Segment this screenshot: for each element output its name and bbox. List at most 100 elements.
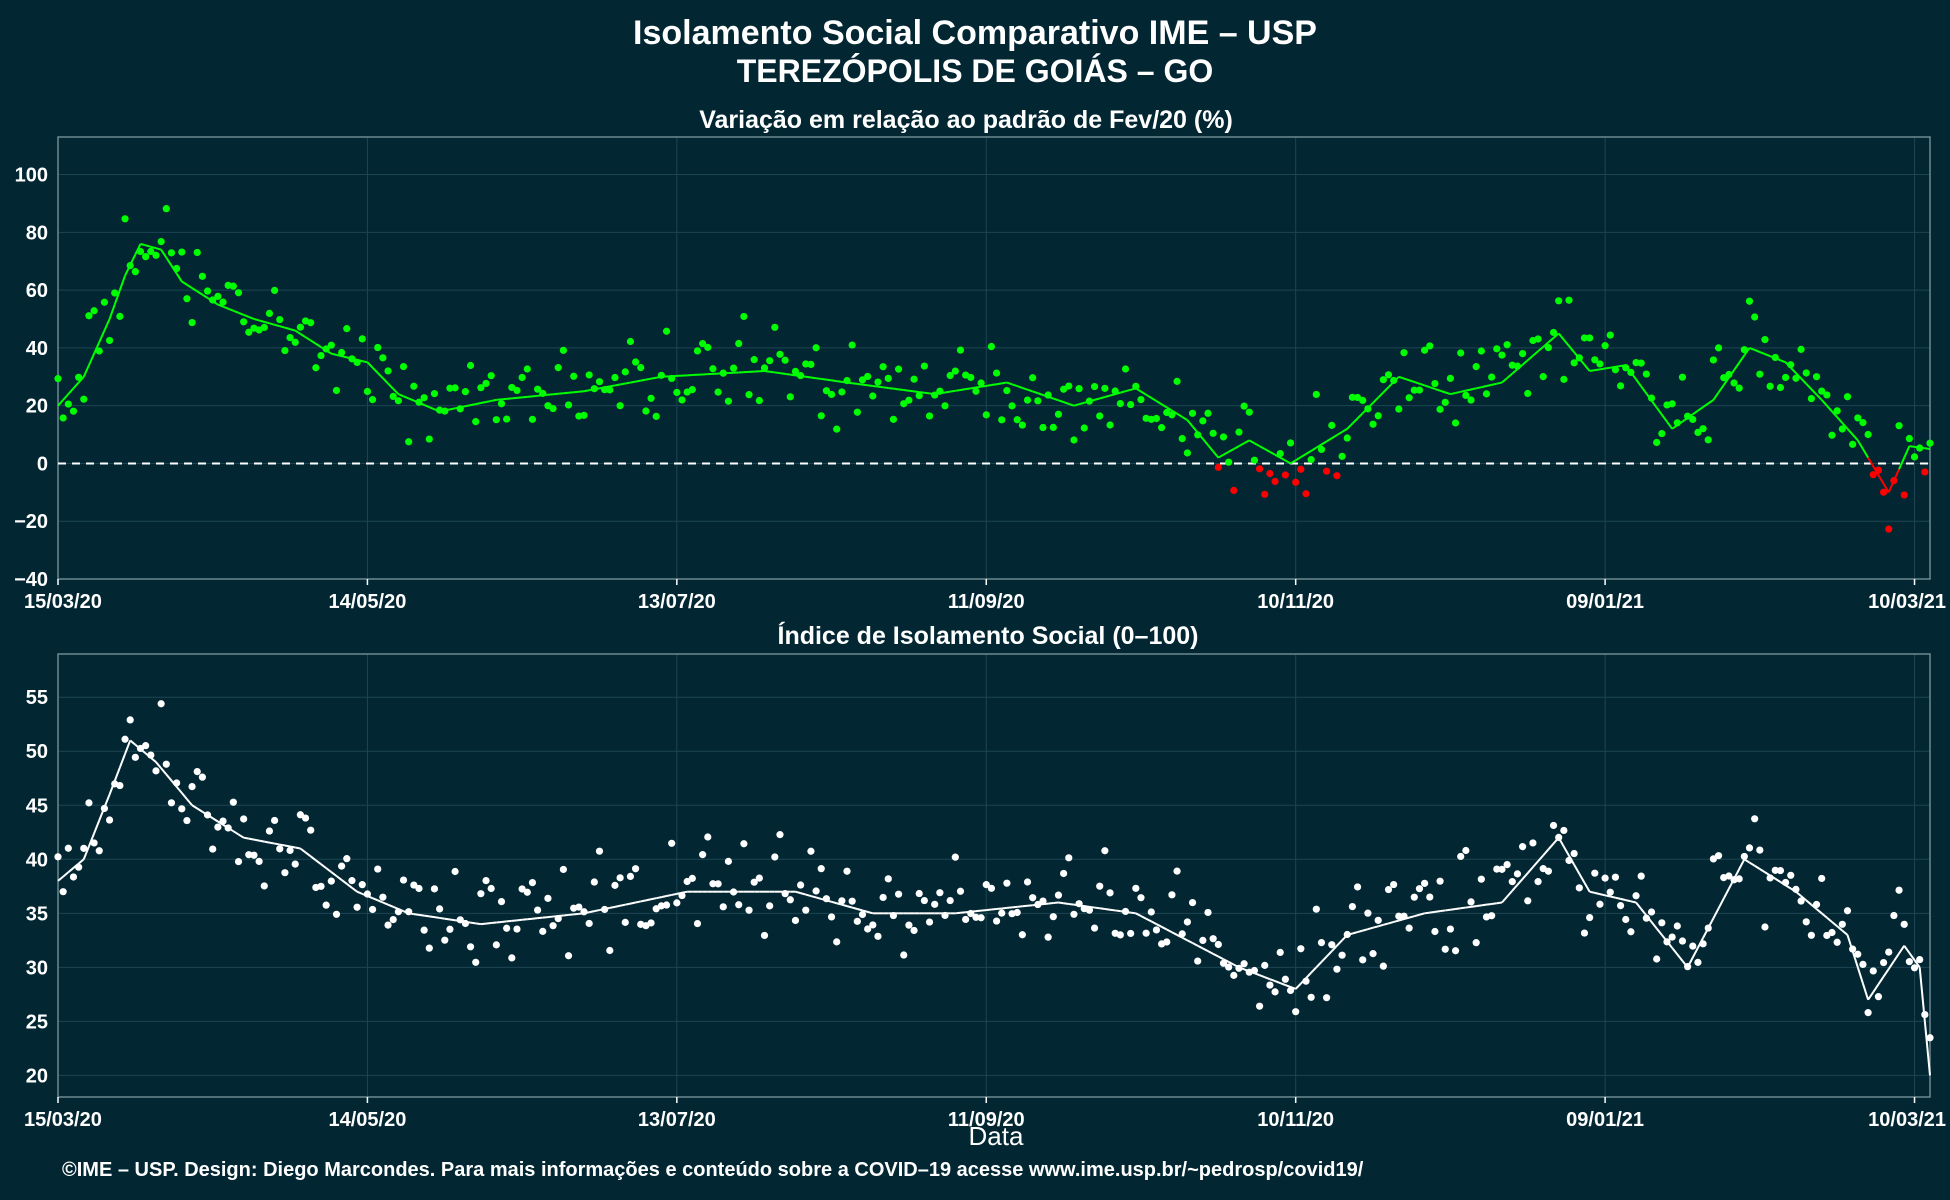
trend-segment [857,382,863,386]
trend-segment [310,339,317,345]
trend-segment [1120,390,1126,394]
trend-segment [1320,955,1328,963]
trend-segment [1058,901,1064,905]
trend-segment [1650,921,1658,930]
data-point [312,364,320,372]
trend-segment [155,761,162,769]
data-point [534,385,542,393]
trend-segment [423,404,430,409]
data-point [1745,844,1754,852]
trend-segment [279,325,286,329]
data-point [1271,477,1279,486]
data-point [621,368,629,376]
data-point [1106,421,1114,429]
trend-segment [944,390,951,394]
data-point [1797,897,1805,905]
trend-segment [1717,898,1725,909]
trend-segment [485,922,492,925]
trend-segment [1403,377,1410,382]
trend-segment [1903,445,1911,459]
trend-segment [996,907,1002,910]
data-point [1261,961,1269,969]
trend-segment [1341,427,1348,433]
data-point [1168,411,1176,419]
trend-segment [1722,888,1730,900]
trend-segment [1810,388,1818,396]
trend-segment [470,403,476,407]
trend-segment [315,859,322,865]
data-point [626,337,635,346]
trend-segment [1125,388,1131,393]
data-point [1116,400,1124,408]
trend-segment [274,842,280,846]
trend-segment [1331,945,1338,952]
data-point [1364,909,1372,917]
trend-segment [1671,947,1679,955]
data-point [203,811,212,819]
trend-segment [289,845,296,849]
data-point [1096,412,1104,420]
data-point [724,397,733,405]
data-point [173,779,181,787]
trend-segment [1052,397,1059,402]
data-point [1869,967,1877,975]
data-point [1606,331,1614,339]
data-point [1885,948,1893,956]
data-point [1843,907,1852,915]
trend-segment [191,287,198,293]
data-point [451,384,459,392]
trend-segment [1357,929,1363,934]
data-point [240,815,248,823]
trend-segment [1506,890,1514,898]
trend-segment [965,387,971,391]
trend-segment [1078,401,1085,406]
trend-segment [1712,907,1720,919]
trend-segment [382,377,389,385]
data-point [1039,897,1047,905]
data-point [425,944,433,952]
trend-segment [1068,402,1075,407]
data-point [167,799,176,807]
trend-segment [594,909,600,913]
data-point [1534,335,1542,343]
data-point [1709,855,1718,863]
trend-segment [1181,936,1188,942]
trend-segment [212,817,219,823]
x-tick-label: 10/03/21 [1868,1109,1946,1131]
data-point [750,878,758,886]
data-point [889,415,898,423]
data-point [178,248,186,256]
trend-segment [568,913,574,916]
data-point [1570,849,1578,858]
trend-segment [371,366,379,374]
trend-segment [1001,906,1007,910]
trend-segment [1691,947,1699,958]
data-point [1266,469,1274,478]
data-point [1286,986,1295,995]
data-point [1359,396,1367,404]
trend-segment [387,903,394,908]
data-point [1714,344,1723,352]
data-point [1802,369,1810,377]
trend-segment [1243,439,1250,445]
y-tick-label: 100 [15,165,48,187]
trend-segment [1285,984,1291,988]
data-point [1549,821,1558,830]
data-point [1668,400,1676,408]
data-point [1070,436,1078,444]
data-point [992,369,1001,377]
data-point [766,902,774,910]
y-tick-label: 30 [26,957,48,979]
trend-segment [248,316,255,320]
data-point [472,958,480,966]
trend-segment [1800,377,1807,385]
data-point [534,906,542,914]
data-point [405,438,413,446]
trend-segment [1372,925,1379,929]
y-tick-label: 35 [26,903,48,925]
trend-segment [779,372,786,375]
data-point [1101,384,1109,392]
data-point [884,374,892,382]
trend-segment [475,402,482,406]
